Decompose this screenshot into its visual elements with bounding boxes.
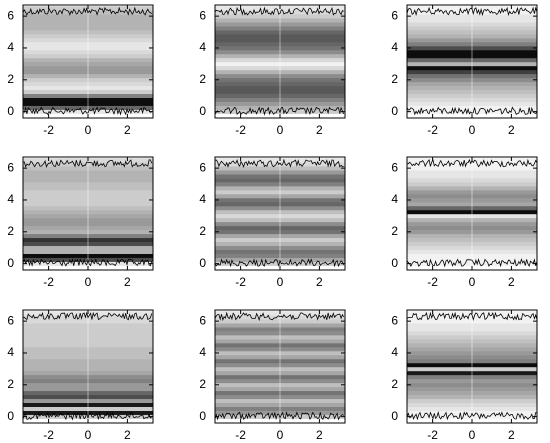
y-tick-label: 4 [199, 192, 206, 206]
panel: -2 0 2 0 2 4 6 [391, 156, 538, 289]
y-tick-label: 6 [199, 8, 206, 22]
x-tick-label: 2 [508, 275, 515, 289]
y-tick-label: 6 [7, 313, 14, 327]
panel: -2 0 2 0 2 4 6 [7, 156, 154, 289]
y-tick-label: 0 [391, 409, 398, 423]
x-tick-label: 2 [508, 123, 515, 137]
x-tick-label: 2 [316, 275, 323, 289]
y-tick-label: 2 [199, 224, 206, 238]
density-image [215, 310, 345, 423]
density-image [407, 310, 537, 423]
x-tick-label: -2 [43, 428, 54, 442]
y-tick-label: 6 [7, 8, 14, 22]
x-tick-label: 0 [85, 123, 92, 137]
x-tick-label: 2 [508, 428, 515, 442]
panel: -2 0 2 0 2 4 6 [199, 156, 346, 289]
x-tick-label: -2 [427, 275, 438, 289]
x-tick-label: 2 [124, 428, 131, 442]
density-image [215, 157, 345, 270]
x-tick-label: -2 [235, 123, 246, 137]
noise-line [407, 258, 537, 268]
x-tick-label: -2 [235, 275, 246, 289]
y-tick-label: 0 [391, 256, 398, 270]
noise-line [215, 106, 345, 116]
y-tick-label: 4 [391, 345, 398, 359]
x-tick-label: -2 [427, 123, 438, 137]
y-tick-label: 4 [7, 345, 14, 359]
x-tick-label: 0 [85, 275, 92, 289]
y-tick-label: 4 [391, 40, 398, 54]
noise-line [23, 258, 153, 267]
y-tick-label: 4 [7, 40, 14, 54]
density-image [407, 157, 537, 270]
x-tick-label: 2 [316, 428, 323, 442]
density-image [215, 5, 345, 118]
density-image [23, 157, 153, 270]
noise-line [23, 6, 152, 16]
y-tick-label: 2 [199, 72, 206, 86]
x-tick-label: -2 [427, 428, 438, 442]
panel: -2 0 2 0 2 4 6 [7, 4, 154, 137]
noise-line [215, 6, 344, 16]
y-tick-label: 6 [391, 313, 398, 327]
density-image [23, 310, 153, 423]
x-tick-label: 0 [469, 123, 476, 137]
panel: -2 0 2 0 2 4 6 [391, 4, 538, 137]
noise-line [23, 311, 153, 321]
x-tick-label: -2 [235, 428, 246, 442]
y-tick-label: 0 [7, 104, 14, 118]
y-tick-label: 2 [391, 224, 398, 238]
y-tick-label: 0 [199, 409, 206, 423]
panel: -2 0 2 0 2 4 6 [7, 309, 154, 442]
noise-line [215, 258, 345, 268]
y-tick-label: 2 [391, 377, 398, 391]
x-tick-label: 0 [277, 275, 284, 289]
x-tick-label: 0 [85, 428, 92, 442]
y-tick-label: 2 [7, 377, 14, 391]
density-image [407, 5, 537, 118]
noise-line [407, 411, 537, 421]
x-tick-label: 2 [316, 123, 323, 137]
y-tick-label: 0 [7, 409, 14, 423]
noise-line [23, 106, 152, 116]
y-tick-label: 2 [199, 377, 206, 391]
y-tick-label: 4 [199, 345, 206, 359]
y-tick-label: 6 [391, 160, 398, 174]
panel: -2 0 2 0 2 4 6 [391, 309, 538, 442]
panel: -2 0 2 0 2 4 6 [199, 4, 346, 137]
y-tick-label: 6 [7, 160, 14, 174]
y-tick-label: 4 [199, 40, 206, 54]
y-tick-label: 2 [7, 72, 14, 86]
y-tick-label: 2 [391, 72, 398, 86]
x-tick-label: 0 [469, 275, 476, 289]
y-tick-label: 0 [391, 104, 398, 118]
y-tick-label: 6 [199, 313, 206, 327]
x-tick-label: 2 [124, 123, 131, 137]
noise-line [215, 411, 344, 421]
x-tick-label: -2 [43, 123, 54, 137]
noise-line [215, 158, 344, 168]
noise-line [215, 311, 345, 322]
panel: -2 0 2 0 2 4 6 [199, 309, 346, 442]
x-tick-label: 0 [469, 428, 476, 442]
x-tick-label: 2 [124, 275, 131, 289]
y-tick-label: 0 [199, 104, 206, 118]
x-tick-label: -2 [43, 275, 54, 289]
y-tick-label: 2 [7, 224, 14, 238]
noise-line [407, 106, 537, 116]
noise-line [23, 410, 152, 421]
x-tick-label: 0 [277, 428, 284, 442]
density-image [23, 5, 153, 118]
x-tick-label: 0 [277, 123, 284, 137]
y-tick-label: 0 [7, 256, 14, 270]
noise-line [23, 159, 153, 168]
noise-line [407, 311, 537, 321]
y-tick-label: 6 [391, 8, 398, 22]
y-tick-label: 4 [7, 192, 14, 206]
y-tick-label: 0 [199, 256, 206, 270]
y-tick-label: 6 [199, 160, 206, 174]
y-tick-label: 4 [391, 192, 398, 206]
